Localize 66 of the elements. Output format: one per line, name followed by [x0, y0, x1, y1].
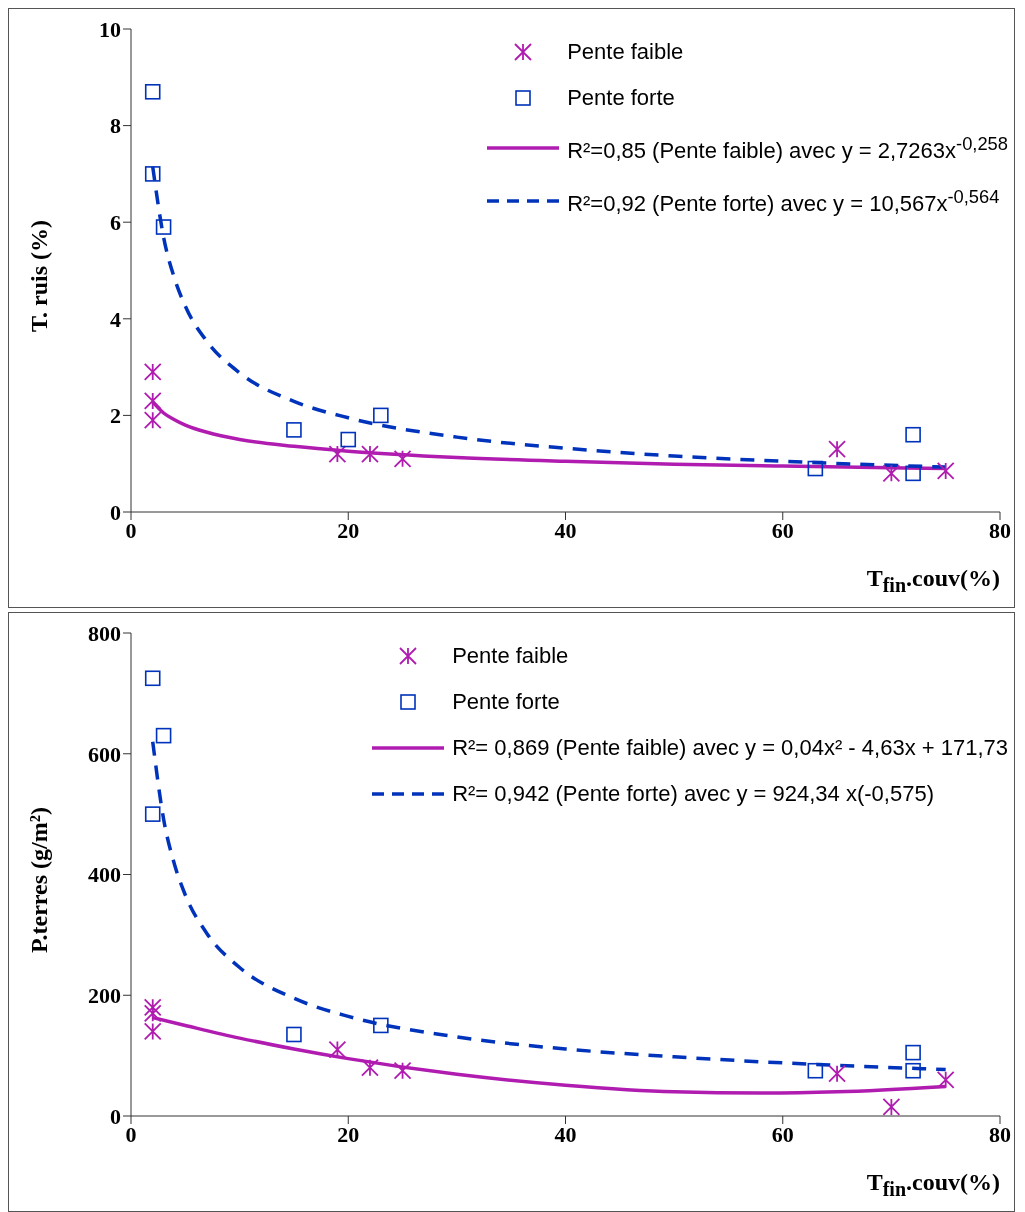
point — [882, 464, 901, 483]
y-tick-label: 8 — [110, 113, 121, 139]
point — [373, 407, 389, 424]
x-tick-label: 40 — [554, 1121, 577, 1147]
point — [393, 449, 412, 468]
y-tick-label: 10 — [99, 16, 121, 42]
y-tick-label: 400 — [88, 862, 121, 888]
y-tick-label: 0 — [110, 1103, 121, 1129]
x-tick-label: 20 — [337, 1121, 360, 1147]
legend-label: R²=0,85 (Pente faible) avec y = 2,7263x$^{-0,258}$ — [567, 132, 1008, 166]
legend-label: R²=0,92 (Pente forte) avec y = 10,567x$^{-0,564}$ — [567, 185, 1000, 219]
point — [328, 1040, 347, 1059]
y-axis-title: T. ruis (%) — [25, 219, 53, 332]
x-tick-label: 40 — [554, 517, 577, 543]
y-tick-label: 800 — [88, 620, 121, 646]
x-tick-label: 80 — [989, 517, 1011, 543]
y-tick-label: 200 — [88, 983, 121, 1009]
x-tick-label: 80 — [989, 1121, 1011, 1147]
x-axis-title: T$_{fin}$.couv(%) — [866, 565, 1000, 597]
point — [882, 1098, 901, 1116]
point — [286, 1026, 302, 1043]
point — [143, 363, 162, 381]
point — [143, 392, 162, 410]
point — [340, 431, 357, 448]
point — [144, 83, 161, 100]
point — [905, 426, 921, 443]
point — [393, 1061, 412, 1080]
point — [807, 460, 824, 477]
point — [936, 462, 955, 480]
point — [143, 1022, 162, 1041]
point — [155, 727, 172, 744]
y-tick-label: 4 — [110, 306, 121, 332]
point — [144, 670, 161, 687]
point — [143, 1004, 162, 1023]
point — [286, 422, 302, 438]
point — [328, 445, 347, 463]
legend-label: Pente forte — [452, 688, 560, 716]
point — [828, 440, 846, 459]
point — [936, 1070, 955, 1089]
x-axis-title: T$_{fin}$.couv(%) — [866, 1169, 1000, 1201]
y-tick-label: 600 — [88, 741, 121, 767]
point — [828, 1064, 846, 1083]
legend-label: R²= 0,869 (Pente faible) avec y = 0,04x² - 4,63x + 171,73 — [452, 734, 1008, 762]
point — [143, 411, 162, 430]
legend-label: Pente faible — [567, 38, 684, 66]
x-tick-label: 60 — [771, 1121, 794, 1147]
point — [373, 1017, 389, 1034]
point — [144, 166, 161, 182]
y-tick-label: 0 — [110, 499, 121, 525]
legend-label: R²= 0,942 (Pente forte) avec y = 924,34 x(-0,575) — [452, 780, 934, 808]
legend-label: Pente forte — [567, 84, 675, 112]
point — [144, 806, 161, 822]
point — [905, 1062, 921, 1079]
point — [905, 465, 921, 482]
point — [807, 1062, 824, 1079]
legend-label: Pente faible — [452, 642, 569, 670]
point — [361, 1058, 379, 1077]
point — [143, 998, 162, 1017]
y-tick-label: 6 — [110, 210, 121, 236]
x-tick-label: 20 — [337, 517, 360, 543]
x-tick-label: 60 — [771, 517, 794, 543]
point — [905, 1044, 921, 1061]
y-tick-label: 2 — [110, 403, 121, 429]
point — [361, 445, 379, 463]
point — [155, 219, 172, 235]
y-axis-title: P.terres (g/m²) — [25, 806, 53, 953]
